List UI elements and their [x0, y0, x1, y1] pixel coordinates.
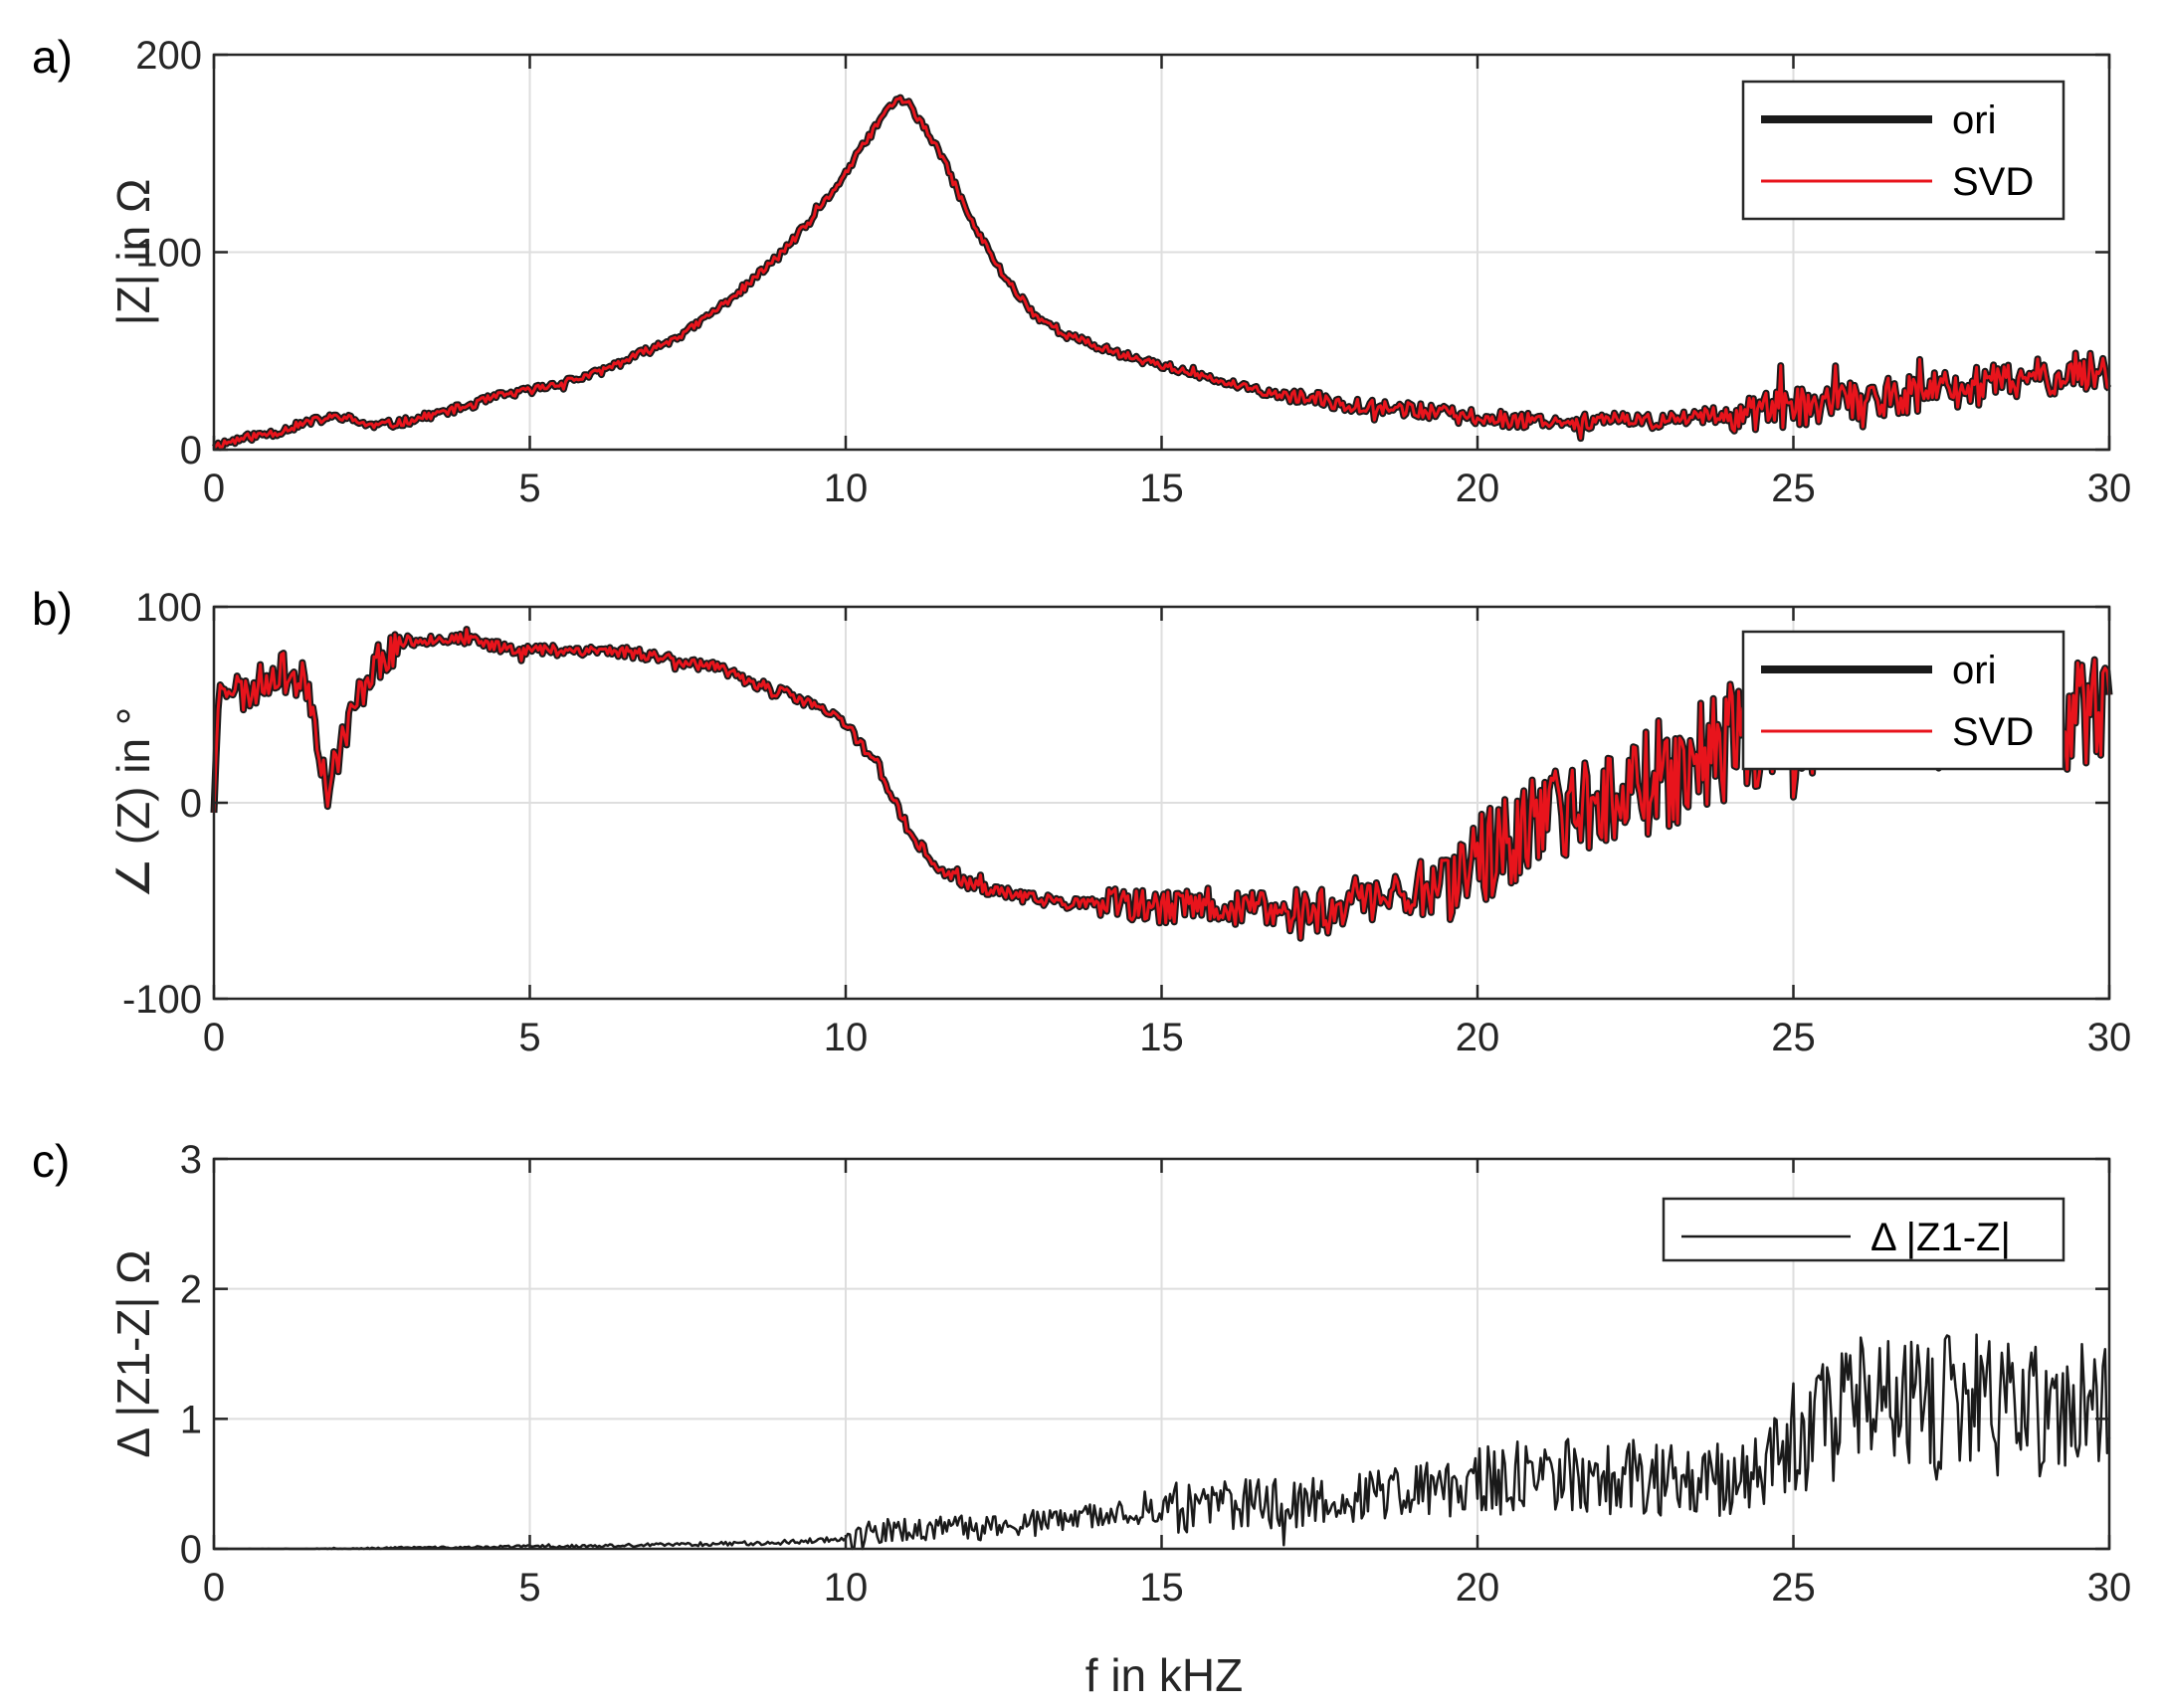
x-tick-label: 10	[824, 1566, 869, 1610]
x-tick-label: 5	[518, 1566, 540, 1610]
y-axis-label: |Z| in Ω	[107, 179, 159, 326]
series-line-svd	[212, 628, 2111, 940]
panel-label: a)	[32, 31, 73, 83]
legend: ori SVD	[1741, 80, 2066, 221]
legend: ori SVD	[1741, 630, 2066, 771]
x-tick-label: 20	[1456, 1566, 1500, 1610]
x-tick-label: 15	[1139, 1016, 1184, 1059]
legend-label: ori	[1952, 649, 1996, 692]
x-tick-label: 10	[824, 467, 869, 510]
y-axis-label: Δ |Z1-Z| Ω	[107, 1249, 159, 1457]
x-tick-label: 20	[1456, 467, 1500, 510]
x-tick-label: 0	[203, 1016, 225, 1059]
legend-label: SVD	[1952, 160, 2034, 204]
x-tick-label: 20	[1456, 1016, 1500, 1059]
x-tick-label: 30	[2087, 1566, 2132, 1610]
x-tick-label: 15	[1139, 1566, 1184, 1610]
x-tick-label: 5	[518, 467, 540, 510]
y-axis-label: ∠ (Z) in °	[107, 707, 159, 899]
y-tick-label: 100	[135, 232, 202, 276]
x-tick-label: 30	[2087, 467, 2132, 510]
y-tick-label: 100	[135, 586, 202, 630]
x-tick-label: 10	[824, 1016, 869, 1059]
x-tick-label: 15	[1139, 467, 1184, 510]
x-tick-label: 0	[203, 1566, 225, 1610]
y-tick-label: 1	[180, 1398, 202, 1441]
y-tick-label: 0	[180, 1528, 202, 1572]
legend: Δ |Z1-Z|	[1662, 1197, 2066, 1262]
y-tick-label: 200	[135, 34, 202, 78]
panel-c: 0 5 10 15 20 25 30 0 1 2 3 Δ |Z1-Z| Ω c) Δ |Z1-Z|	[32, 1135, 2131, 1610]
legend-box	[1741, 630, 2066, 771]
x-tick-label: 5	[518, 1016, 540, 1059]
y-tick-label: 3	[180, 1138, 202, 1182]
x-tick-label: 25	[1771, 1566, 1816, 1610]
legend-label: Δ |Z1-Z|	[1870, 1216, 2011, 1259]
legend-box	[1741, 80, 2066, 221]
y-tick-label: 0	[180, 782, 202, 826]
x-tick-label: 25	[1771, 467, 1816, 510]
y-tick-label: -100	[122, 978, 202, 1022]
panel-label: c)	[32, 1135, 70, 1187]
y-tick-label: 0	[180, 429, 202, 473]
legend-label: ori	[1952, 98, 1996, 142]
panel-label: b)	[32, 583, 73, 635]
panel-a: 0 5 10 15 20 25 30 0 100 200 |Z| in Ω a) ori SVD	[32, 31, 2131, 510]
y-tick-label: 2	[180, 1268, 202, 1312]
x-axis-label: f in kHZ	[1085, 1649, 1243, 1701]
series-line-svd	[213, 95, 2110, 450]
legend-label: SVD	[1952, 710, 2034, 754]
x-tick-label: 25	[1771, 1016, 1816, 1059]
x-tick-label: 30	[2087, 1016, 2132, 1059]
legend-box	[1662, 1197, 2066, 1262]
x-tick-label: 0	[203, 467, 225, 510]
